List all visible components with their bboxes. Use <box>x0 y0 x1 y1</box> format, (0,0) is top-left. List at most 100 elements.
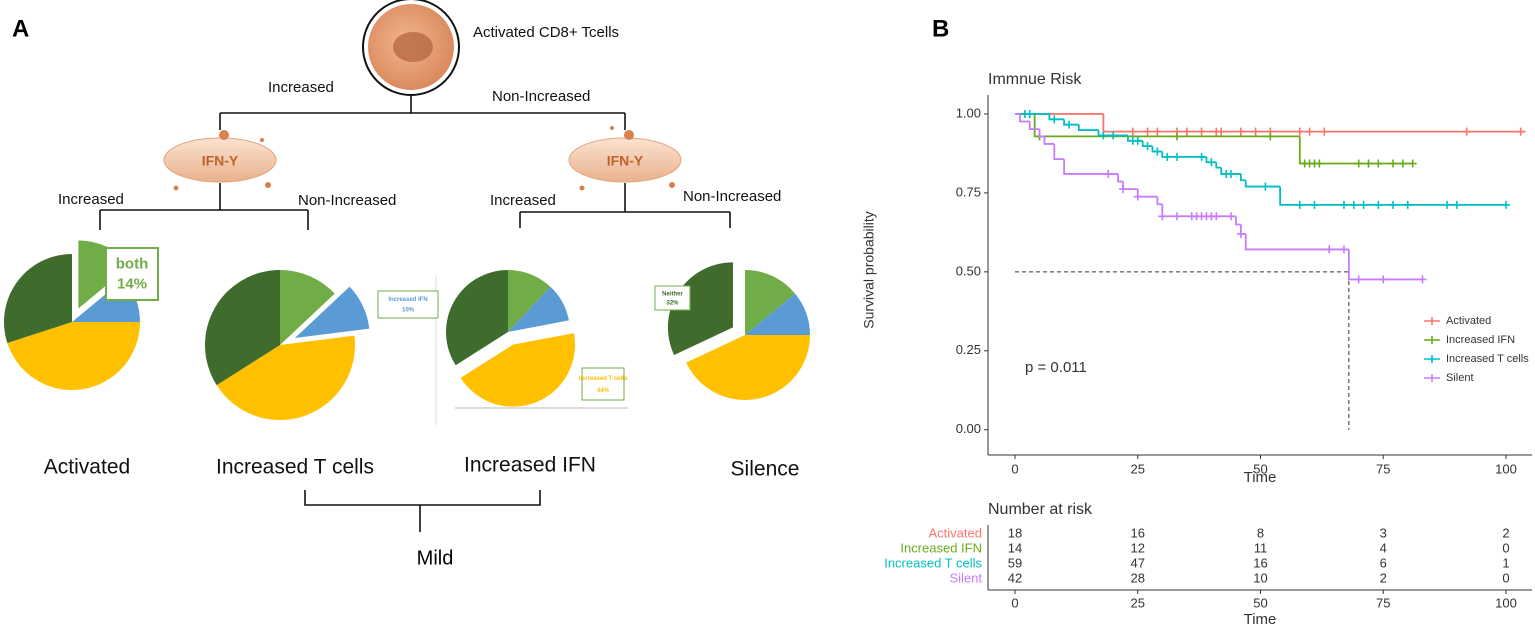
pie-title: Silence <box>731 458 800 481</box>
callout-box <box>377 290 439 319</box>
y-tick-label: 1.00 <box>956 105 981 120</box>
legend-key <box>1424 355 1440 363</box>
survival-step <box>1122 181 1138 191</box>
censor-mark <box>1364 159 1373 168</box>
callout-label: both <box>116 256 148 273</box>
branch-label: Non-Increased <box>683 188 781 205</box>
x-tick-label: 50 <box>1253 595 1267 610</box>
pie-slice <box>508 286 569 332</box>
panel-label: B <box>932 15 949 42</box>
risk-count: 11 <box>1254 540 1268 555</box>
branch-label: Non-Increased <box>298 192 396 209</box>
callout-value: 10% <box>402 307 415 313</box>
survival-step <box>1347 249 1423 281</box>
censor-mark <box>1295 127 1304 136</box>
censor-mark <box>1403 200 1412 209</box>
y-axis-label: Survival probability <box>861 211 877 329</box>
x-tick-label: 25 <box>1131 595 1145 610</box>
row-label: Silent <box>949 570 982 585</box>
pie-title: Increased T cells <box>216 456 374 479</box>
pie-slice <box>280 270 335 345</box>
censor-mark <box>1266 132 1275 141</box>
censor-mark <box>1359 200 1368 209</box>
censor-mark <box>1310 200 1319 209</box>
censor-mark <box>1389 159 1398 168</box>
branch-label: Non-Increased <box>492 88 590 105</box>
y-tick-label: 0.50 <box>956 263 981 278</box>
censor-mark <box>1462 127 1471 136</box>
censor-mark <box>1354 275 1363 284</box>
censor-mark <box>1173 132 1182 141</box>
risk-count: 8 <box>1257 525 1264 540</box>
bracket <box>304 490 541 532</box>
censor-mark <box>1295 200 1304 209</box>
censor-mark <box>1379 275 1388 284</box>
censor-mark <box>1128 127 1137 136</box>
censor-mark <box>1133 136 1142 145</box>
censor-mark <box>1261 182 1270 191</box>
risk-count: 2 <box>1502 525 1509 540</box>
censor-mark <box>1158 212 1167 221</box>
survival-step <box>1063 119 1079 126</box>
row-label: Increased T cells <box>884 555 982 570</box>
censor-mark <box>1418 275 1427 284</box>
survival-step <box>1156 196 1163 206</box>
x-tick-label: 75 <box>1376 595 1390 610</box>
callout-box <box>654 285 691 311</box>
survival-step <box>1063 159 1119 175</box>
y-tick-label: 0.25 <box>956 342 981 357</box>
x-tick-label: 0 <box>1011 461 1018 476</box>
panel-label: A <box>12 15 29 42</box>
tree-line <box>99 183 731 230</box>
callout-label: Neither <box>662 291 683 297</box>
censor-mark <box>1236 127 1245 136</box>
branch-label: Increased <box>58 191 124 208</box>
legend-label: Silent <box>1446 372 1474 384</box>
censor-mark <box>1354 159 1363 168</box>
row-label: Activated <box>929 525 982 540</box>
survival-step <box>1028 121 1040 131</box>
callout-box <box>105 247 159 301</box>
censor-mark <box>1251 127 1260 136</box>
pie-slice <box>745 270 796 335</box>
censor-mark <box>1398 159 1407 168</box>
censor-mark <box>1452 200 1461 209</box>
chart-title: Immnue Risk <box>988 71 1082 88</box>
tree-line <box>219 96 626 130</box>
legend-label: Activated <box>1446 315 1491 327</box>
risk-count: 14 <box>1008 540 1022 555</box>
risk-count: 16 <box>1253 555 1267 570</box>
p-value: p = 0.011 <box>1025 359 1087 376</box>
risk-count: 1 <box>1502 555 1509 570</box>
censor-mark <box>1374 200 1383 209</box>
censor-mark <box>1339 245 1348 254</box>
survival-step <box>1097 130 1128 137</box>
censor-mark <box>1408 159 1417 168</box>
callout-box <box>581 367 625 401</box>
x-axis-label: Time <box>1244 611 1277 627</box>
censor-mark <box>1119 185 1128 194</box>
censor-mark <box>1065 120 1074 129</box>
censor-mark <box>1227 169 1236 178</box>
ifn-icon <box>568 126 682 191</box>
row-label: Increased IFN <box>900 540 982 555</box>
risk-count: 10 <box>1253 570 1267 585</box>
pie-slice <box>745 293 810 335</box>
censor-mark <box>1236 229 1245 238</box>
censor-mark <box>1050 115 1059 124</box>
survival-step <box>1244 180 1281 188</box>
censor-mark <box>1109 131 1118 140</box>
censor-mark <box>1501 200 1510 209</box>
pie-slice <box>204 270 280 386</box>
cell-icon <box>362 0 460 96</box>
x-axis-label: Time <box>1244 469 1277 486</box>
legend-key <box>1424 374 1440 382</box>
callout-value: 44% <box>597 388 610 394</box>
risk-count: 12 <box>1131 540 1145 555</box>
censor-mark <box>1212 212 1221 221</box>
median-line <box>1015 271 1350 430</box>
callout-label: Increased IFN <box>388 297 427 303</box>
censor-mark <box>1153 147 1162 156</box>
pie-slice <box>460 333 576 407</box>
